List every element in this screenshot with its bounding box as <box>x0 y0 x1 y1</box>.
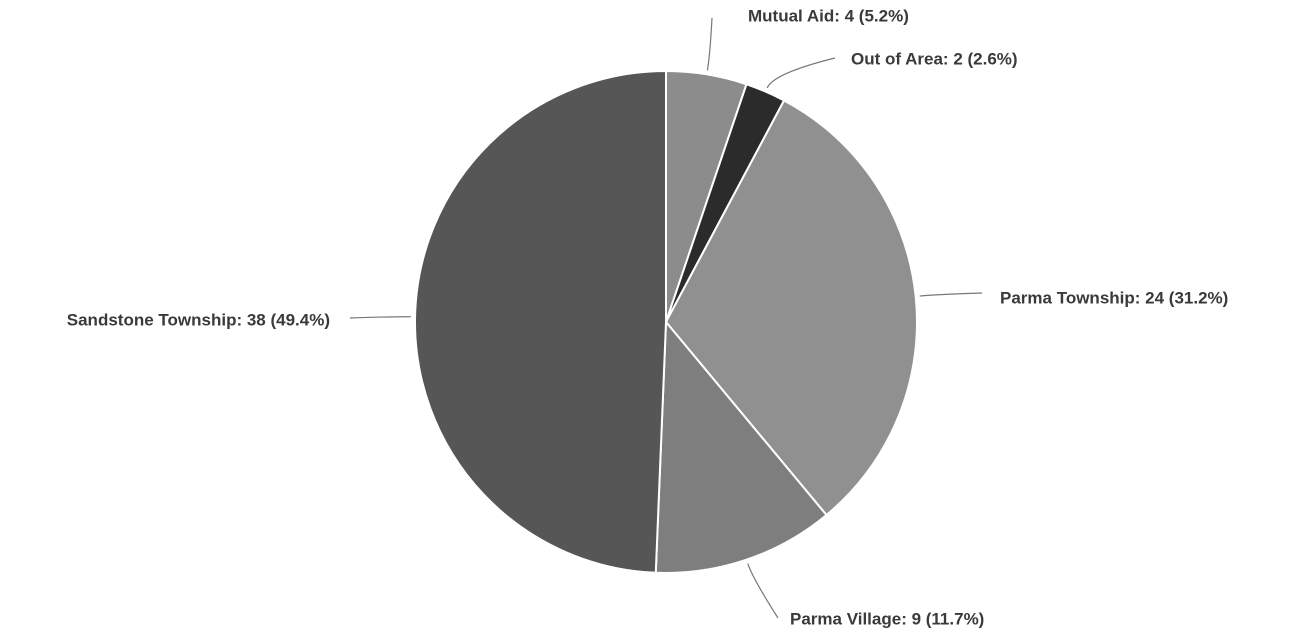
slice-label: Out of Area: 2 (2.6%) <box>851 49 1018 68</box>
slice-label: Sandstone Township: 38 (49.4%) <box>67 310 330 329</box>
leader-line <box>706 17 713 71</box>
slice-label: Mutual Aid: 4 (5.2%) <box>748 6 909 25</box>
pie-slice <box>654 319 828 574</box>
leader-line <box>747 563 779 619</box>
pie-slice <box>664 99 918 517</box>
slice-label: Parma Village: 9 (11.7%) <box>790 609 984 628</box>
leader-line <box>919 292 983 297</box>
slice-label: Parma Township: 24 (31.2%) <box>1000 288 1228 307</box>
pie-slice <box>414 69 667 574</box>
leader-line <box>349 316 412 319</box>
leader-line <box>766 57 836 89</box>
